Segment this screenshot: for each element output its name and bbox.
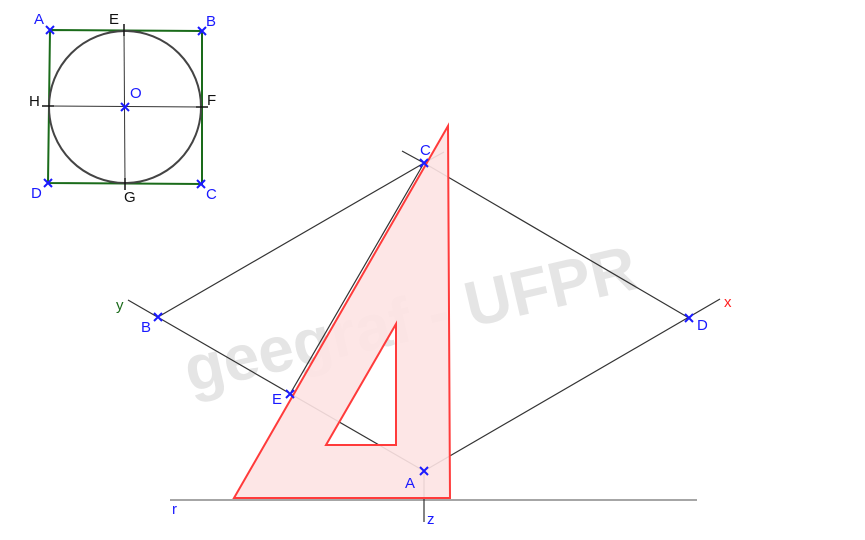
marker-center-o[interactable]: [120, 102, 130, 112]
marker-square-d[interactable]: [43, 178, 53, 188]
edge-cd: [423, 162, 690, 319]
marker-point-c[interactable]: [419, 158, 429, 168]
label-point-b: B: [141, 319, 151, 336]
marker-square-a[interactable]: [45, 25, 55, 35]
label-axis-z: z: [427, 511, 435, 528]
label-square-f: F: [207, 92, 216, 109]
label-square-g: G: [124, 189, 136, 206]
marker-point-b[interactable]: [153, 312, 163, 322]
label-point-e: E: [272, 391, 282, 408]
axis-y-line: [127, 299, 425, 472]
label-square-d: D: [31, 185, 42, 202]
label-square-h: H: [29, 93, 40, 110]
label-square-b: B: [206, 13, 216, 30]
label-point-c: C: [420, 142, 431, 159]
edge-ce: [289, 162, 425, 395]
label-axis-y: y: [116, 297, 124, 314]
point-markers: [43, 25, 694, 476]
label-square-a: A: [34, 11, 44, 28]
axis-x-line: [423, 298, 721, 472]
label-square-e: E: [109, 11, 119, 28]
marker-square-b[interactable]: [197, 26, 207, 36]
label-point-d: D: [697, 317, 708, 334]
marker-point-e[interactable]: [285, 389, 295, 399]
marker-square-c[interactable]: [196, 179, 206, 189]
set-square[interactable]: [232, 122, 452, 499]
marker-point-a[interactable]: [419, 466, 429, 476]
label-point-a: A: [405, 475, 415, 492]
label-square-c: C: [206, 186, 217, 203]
label-ground-r: r: [172, 501, 177, 518]
edge-bc: [157, 162, 425, 318]
label-axis-x: x: [724, 294, 732, 311]
marker-point-d[interactable]: [684, 313, 694, 323]
label-center-o: O: [130, 85, 142, 102]
extension-c-left: [401, 150, 425, 164]
